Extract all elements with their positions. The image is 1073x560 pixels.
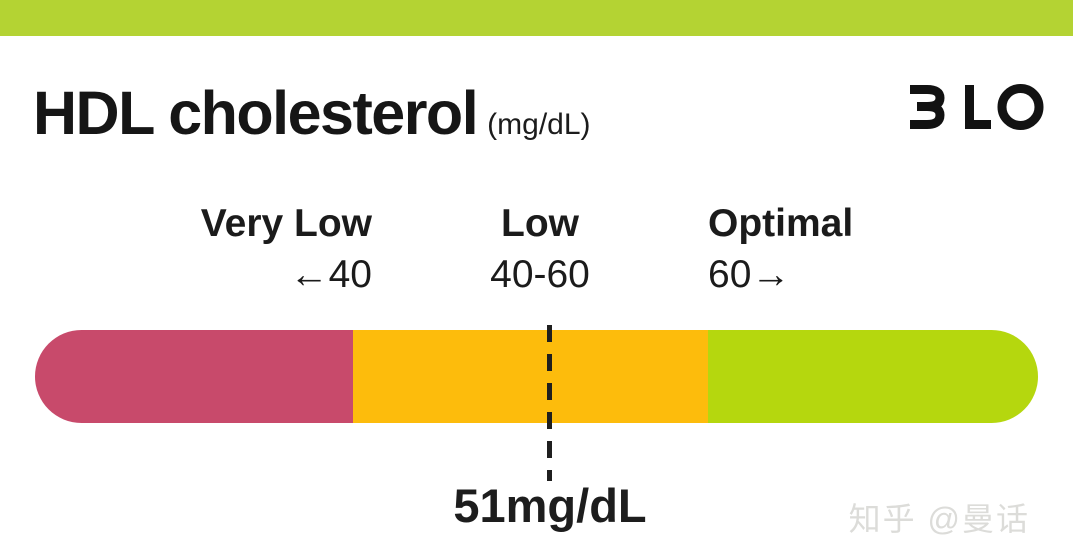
marker-value-label: 51mg/dL bbox=[453, 479, 647, 532]
zone-label-low: Low 40-60 bbox=[490, 202, 590, 297]
page-title: HDL cholesterol (mg/dL) bbox=[33, 78, 591, 148]
elo-logo-mark bbox=[910, 84, 1044, 130]
top-accent-strip bbox=[0, 0, 1073, 36]
elo-logo bbox=[907, 84, 1045, 130]
bar-segment-low bbox=[353, 330, 708, 423]
title-text: HDL cholesterol bbox=[33, 79, 479, 147]
title-unit-label: (mg/dL) bbox=[487, 108, 591, 141]
zone-range: 60→ bbox=[708, 253, 791, 296]
zone-label-very-low: Very Low ←40 bbox=[201, 202, 372, 297]
bar-segment-very-low bbox=[35, 330, 353, 423]
range-bar bbox=[35, 330, 1038, 423]
zone-range: ←40 bbox=[289, 253, 372, 296]
watermark-zhihu: 知乎 @曼话 bbox=[848, 501, 1030, 537]
bar-segment-optimal bbox=[708, 330, 1038, 423]
zone-name: Optimal bbox=[708, 202, 854, 245]
zone-name: Very Low bbox=[200, 202, 372, 245]
zone-range: 40-60 bbox=[490, 253, 590, 296]
zone-name: Low bbox=[501, 202, 579, 245]
elo-letter-o bbox=[997, 84, 1044, 130]
elo-letter-l bbox=[965, 85, 991, 129]
zone-label-optimal: Optimal 60→ bbox=[708, 202, 853, 297]
elo-letter-e bbox=[910, 85, 945, 129]
marker-dashed-line bbox=[547, 325, 552, 481]
